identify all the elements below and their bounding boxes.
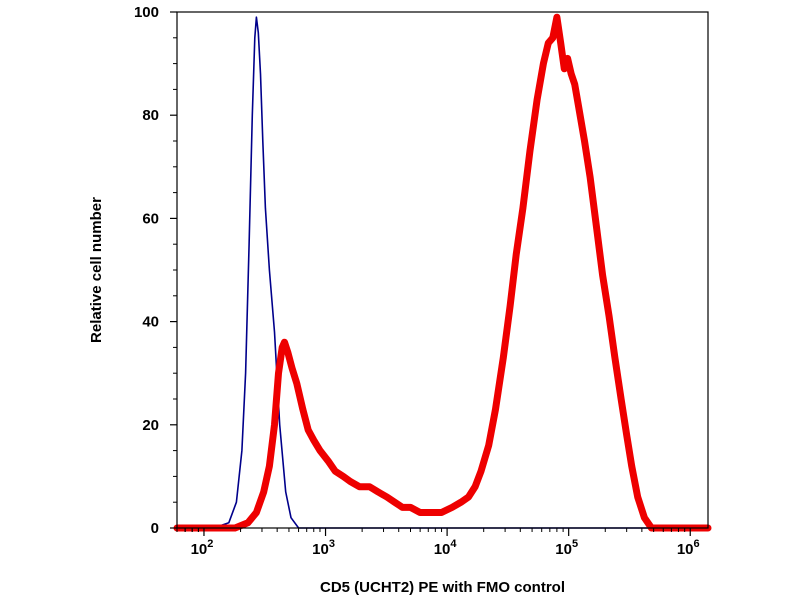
y-tick-label: 60 <box>142 210 159 227</box>
x-tick-exponent: 2 <box>207 538 213 550</box>
x-tick-exponent: 5 <box>572 538 578 550</box>
x-tick-base: 10 <box>191 541 208 558</box>
series-layer <box>173 13 712 532</box>
y-tick-label: 0 <box>151 520 159 537</box>
x-tick-base: 10 <box>555 541 572 558</box>
series-line-1 <box>173 13 712 532</box>
y-tick-label: 100 <box>134 4 159 21</box>
y-tick-label: 80 <box>142 107 159 124</box>
x-tick-exponent: 4 <box>450 538 457 550</box>
x-tick-exponent: 6 <box>694 538 700 550</box>
x-tick-label: 105 <box>555 538 578 558</box>
x-tick-label: 102 <box>191 538 214 558</box>
x-tick-base: 10 <box>434 541 451 558</box>
x-tick-base: 10 <box>677 541 694 558</box>
x-tick-base: 10 <box>312 541 329 558</box>
y-tick-label: 20 <box>142 417 159 434</box>
x-axis-label: CD5 (UCHT2) PE with FMO control <box>320 579 565 596</box>
x-tick-label: 106 <box>677 538 700 558</box>
series-line-0 <box>176 16 709 529</box>
x-tick-label: 103 <box>312 538 335 558</box>
y-axis-label: Relative cell number <box>88 197 105 343</box>
y-tick-label: 40 <box>142 314 159 331</box>
x-tick-exponent: 3 <box>329 538 335 550</box>
x-tick-label: 104 <box>434 538 458 558</box>
